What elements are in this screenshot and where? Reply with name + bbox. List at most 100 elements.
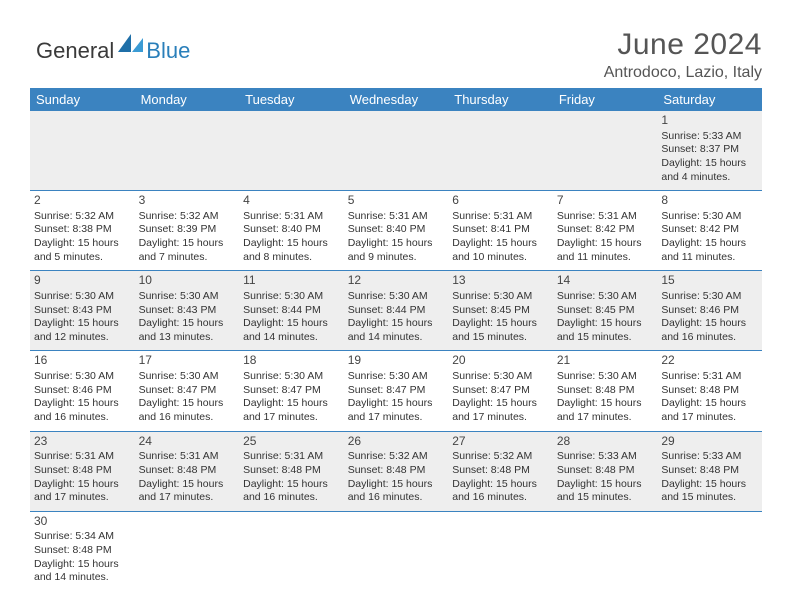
sunrise-line: Sunrise: 5:30 AM (139, 370, 236, 384)
sunrise-line: Sunrise: 5:30 AM (661, 210, 758, 224)
calendar-cell: 14Sunrise: 5:30 AMSunset: 8:45 PMDayligh… (553, 271, 658, 351)
calendar-cell: 1Sunrise: 5:33 AMSunset: 8:37 PMDaylight… (657, 111, 762, 191)
sunset-line: Sunset: 8:46 PM (34, 384, 131, 398)
day-number: 25 (243, 434, 340, 450)
calendar-week-row: 30Sunrise: 5:34 AMSunset: 8:48 PMDayligh… (30, 511, 762, 591)
daylight-line: Daylight: 15 hours and 7 minutes. (139, 237, 236, 264)
sunset-line: Sunset: 8:47 PM (139, 384, 236, 398)
day-number: 3 (139, 193, 236, 209)
calendar-cell: 12Sunrise: 5:30 AMSunset: 8:44 PMDayligh… (344, 271, 449, 351)
calendar-cell: 20Sunrise: 5:30 AMSunset: 8:47 PMDayligh… (448, 351, 553, 431)
sunrise-line: Sunrise: 5:31 AM (348, 210, 445, 224)
sunrise-line: Sunrise: 5:33 AM (661, 130, 758, 144)
day-header: Tuesday (239, 88, 344, 111)
sunrise-line: Sunrise: 5:30 AM (557, 290, 654, 304)
day-number: 28 (557, 434, 654, 450)
day-number: 8 (661, 193, 758, 209)
sunset-line: Sunset: 8:40 PM (243, 223, 340, 237)
day-number: 11 (243, 273, 340, 289)
daylight-line: Daylight: 15 hours and 16 minutes. (348, 478, 445, 505)
calendar-cell (553, 111, 658, 191)
day-number: 20 (452, 353, 549, 369)
daylight-line: Daylight: 15 hours and 15 minutes. (661, 478, 758, 505)
daylight-line: Daylight: 15 hours and 11 minutes. (661, 237, 758, 264)
sunset-line: Sunset: 8:48 PM (348, 464, 445, 478)
calendar-cell (344, 111, 449, 191)
day-number: 14 (557, 273, 654, 289)
calendar-week-row: 23Sunrise: 5:31 AMSunset: 8:48 PMDayligh… (30, 431, 762, 511)
day-number: 4 (243, 193, 340, 209)
day-number: 24 (139, 434, 236, 450)
calendar-cell: 19Sunrise: 5:30 AMSunset: 8:47 PMDayligh… (344, 351, 449, 431)
day-header: Monday (135, 88, 240, 111)
sunrise-line: Sunrise: 5:30 AM (34, 290, 131, 304)
daylight-line: Daylight: 15 hours and 9 minutes. (348, 237, 445, 264)
calendar-cell: 30Sunrise: 5:34 AMSunset: 8:48 PMDayligh… (30, 511, 135, 591)
calendar-cell: 21Sunrise: 5:30 AMSunset: 8:48 PMDayligh… (553, 351, 658, 431)
day-number: 10 (139, 273, 236, 289)
sunset-line: Sunset: 8:43 PM (139, 304, 236, 318)
calendar-cell: 4Sunrise: 5:31 AMSunset: 8:40 PMDaylight… (239, 191, 344, 271)
sunrise-line: Sunrise: 5:31 AM (243, 450, 340, 464)
day-number: 9 (34, 273, 131, 289)
day-header-row: Sunday Monday Tuesday Wednesday Thursday… (30, 88, 762, 111)
calendar-cell: 28Sunrise: 5:33 AMSunset: 8:48 PMDayligh… (553, 431, 658, 511)
calendar-cell: 29Sunrise: 5:33 AMSunset: 8:48 PMDayligh… (657, 431, 762, 511)
daylight-line: Daylight: 15 hours and 13 minutes. (139, 317, 236, 344)
sunset-line: Sunset: 8:46 PM (661, 304, 758, 318)
sunset-line: Sunset: 8:40 PM (348, 223, 445, 237)
daylight-line: Daylight: 15 hours and 15 minutes. (557, 317, 654, 344)
calendar-cell (448, 111, 553, 191)
day-header: Friday (553, 88, 658, 111)
daylight-line: Daylight: 15 hours and 12 minutes. (34, 317, 131, 344)
sunrise-line: Sunrise: 5:30 AM (452, 370, 549, 384)
sunset-line: Sunset: 8:48 PM (452, 464, 549, 478)
daylight-line: Daylight: 15 hours and 17 minutes. (243, 397, 340, 424)
daylight-line: Daylight: 15 hours and 4 minutes. (661, 157, 758, 184)
sunrise-line: Sunrise: 5:31 AM (243, 210, 340, 224)
sunrise-line: Sunrise: 5:31 AM (34, 450, 131, 464)
sunrise-line: Sunrise: 5:31 AM (139, 450, 236, 464)
calendar-cell: 17Sunrise: 5:30 AMSunset: 8:47 PMDayligh… (135, 351, 240, 431)
sunset-line: Sunset: 8:47 PM (452, 384, 549, 398)
sunset-line: Sunset: 8:37 PM (661, 143, 758, 157)
daylight-line: Daylight: 15 hours and 17 minutes. (348, 397, 445, 424)
calendar-cell: 8Sunrise: 5:30 AMSunset: 8:42 PMDaylight… (657, 191, 762, 271)
sunrise-line: Sunrise: 5:34 AM (34, 530, 131, 544)
sunrise-line: Sunrise: 5:30 AM (661, 290, 758, 304)
day-number: 5 (348, 193, 445, 209)
calendar-week-row: 9Sunrise: 5:30 AMSunset: 8:43 PMDaylight… (30, 271, 762, 351)
calendar-cell: 23Sunrise: 5:31 AMSunset: 8:48 PMDayligh… (30, 431, 135, 511)
calendar-cell: 5Sunrise: 5:31 AMSunset: 8:40 PMDaylight… (344, 191, 449, 271)
day-number: 6 (452, 193, 549, 209)
sunrise-line: Sunrise: 5:30 AM (34, 370, 131, 384)
sunset-line: Sunset: 8:38 PM (34, 223, 131, 237)
day-number: 2 (34, 193, 131, 209)
calendar-cell: 9Sunrise: 5:30 AMSunset: 8:43 PMDaylight… (30, 271, 135, 351)
sunset-line: Sunset: 8:47 PM (348, 384, 445, 398)
title-block: June 2024 Antrodoco, Lazio, Italy (604, 28, 762, 82)
sunset-line: Sunset: 8:48 PM (557, 464, 654, 478)
day-number: 18 (243, 353, 340, 369)
daylight-line: Daylight: 15 hours and 14 minutes. (34, 558, 131, 585)
calendar-cell: 11Sunrise: 5:30 AMSunset: 8:44 PMDayligh… (239, 271, 344, 351)
day-number: 7 (557, 193, 654, 209)
sunrise-line: Sunrise: 5:30 AM (243, 370, 340, 384)
sunrise-line: Sunrise: 5:30 AM (139, 290, 236, 304)
calendar-body: 1Sunrise: 5:33 AMSunset: 8:37 PMDaylight… (30, 111, 762, 591)
day-header: Thursday (448, 88, 553, 111)
calendar-cell: 6Sunrise: 5:31 AMSunset: 8:41 PMDaylight… (448, 191, 553, 271)
calendar-week-row: 2 Sunrise: 5:32 AM Sunset: 8:38 PM Daylight… (30, 191, 762, 271)
calendar-cell: 16Sunrise: 5:30 AMSunset: 8:46 PMDayligh… (30, 351, 135, 431)
sunrise-line: Sunrise: 5:32 AM (452, 450, 549, 464)
sunrise-line: Sunrise: 5:30 AM (243, 290, 340, 304)
daylight-line: Daylight: 15 hours and 16 minutes. (139, 397, 236, 424)
daylight-line: Daylight: 15 hours and 14 minutes. (348, 317, 445, 344)
sunrise-line: Sunrise: 5:31 AM (557, 210, 654, 224)
sunrise-line: Sunrise: 5:32 AM (139, 210, 236, 224)
sunset-line: Sunset: 8:41 PM (452, 223, 549, 237)
daylight-line: Daylight: 15 hours and 14 minutes. (243, 317, 340, 344)
day-number: 17 (139, 353, 236, 369)
daylight-line: Daylight: 15 hours and 17 minutes. (557, 397, 654, 424)
day-number: 27 (452, 434, 549, 450)
